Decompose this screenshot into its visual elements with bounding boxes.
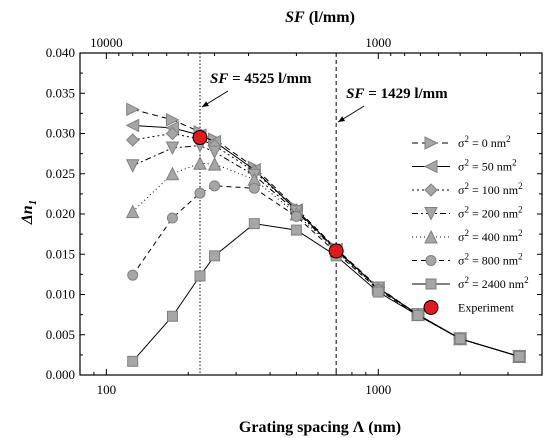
series-7-point (127, 355, 139, 367)
series-6-point (127, 269, 139, 281)
vline-arrowhead-2 (338, 116, 346, 122)
series-5-point (125, 204, 140, 219)
legend-marker-2 (423, 159, 438, 174)
series-7-point (290, 224, 302, 236)
series-7-point (412, 309, 424, 321)
legend-label-3: σ2 = 100 nm2 (458, 181, 523, 197)
y-tick-label: 0.035 (46, 85, 75, 100)
x-axis-title: Grating spacing Λ (nm) (239, 419, 401, 436)
series-7-point (209, 250, 221, 262)
top-axis-title-unit: (l/mm) (309, 9, 355, 26)
svg-text:Δn1: Δn1 (19, 200, 39, 225)
series-6-point (166, 212, 178, 224)
legend: σ2 = 0 nm2 σ2 = 50 nm2 σ2 = 100 nm2 σ2 = 20… (412, 134, 529, 315)
y-axis-title: Δn1 (19, 200, 39, 225)
x-axis-title-unit: (nm) (368, 419, 401, 436)
y-tick-label: 0.005 (46, 327, 75, 342)
legend-marker-1 (424, 136, 439, 150)
y-axis-title-sub: 1 (27, 200, 39, 206)
series-7-point (166, 310, 178, 322)
legend-label-experiment: Experiment (458, 301, 515, 315)
annotations: SF = 4525 l/mm SF = 1429 l/mm (201, 71, 448, 123)
y-tick-label: 0.025 (46, 166, 75, 181)
experiment-point (192, 130, 208, 146)
vline-label-1: SF = 4525 l/mm (210, 71, 312, 87)
series-7-point (454, 333, 466, 345)
series-5-point (193, 156, 207, 170)
series-1-point (126, 102, 140, 117)
legend-marker-7 (425, 278, 437, 290)
series-6-point (290, 210, 302, 222)
experiment-point (328, 243, 344, 259)
x-tick-label: 100 (97, 382, 117, 397)
top-axis-title: SF (l/mm) (285, 9, 355, 26)
series-4-point (207, 145, 222, 160)
series-2-point (125, 118, 140, 133)
series-line-4 (132, 145, 520, 357)
series-6-point (194, 187, 206, 199)
legend-label-7: σ2 = 2400 nm2 (458, 275, 529, 291)
series-3-point (125, 133, 140, 147)
legend-marker-3 (424, 183, 438, 197)
x-axis-title-sym: Λ (353, 419, 365, 436)
y-tick-label: 0.015 (46, 246, 75, 261)
series-layer (125, 102, 527, 367)
legend-label-1: σ2 = 0 nm2 (458, 134, 511, 150)
series-7-point (194, 270, 206, 282)
series-1-point (165, 113, 180, 127)
x-tick-label: 1000 (365, 382, 391, 397)
series-3-point (165, 126, 180, 141)
series-5-point (165, 166, 180, 181)
x-axis-title-var: Grating spacing (239, 419, 349, 436)
series-6-point (248, 182, 260, 194)
y-tick-label: 0.040 (46, 45, 75, 60)
vline-arrowhead-1 (202, 101, 209, 107)
series-5-point (207, 156, 222, 171)
series-4-point (125, 159, 140, 173)
series-4-point (165, 141, 180, 156)
x2-tick-label: 10000 (90, 35, 123, 50)
x2-tick-label: 1000 (365, 35, 391, 50)
top-axis-title-var: SF (285, 9, 305, 26)
y-tick-label: 0.010 (46, 287, 75, 302)
series-line-6 (132, 185, 520, 357)
legend-marker-6 (425, 255, 437, 266)
legend-marker-experiment (423, 300, 439, 315)
legend-label-5: σ2 = 400 nm2 (458, 228, 523, 244)
y-tick-label: 0.020 (46, 206, 75, 221)
legend-marker-5 (424, 229, 438, 244)
legend-label-6: σ2 = 800 nm2 (458, 252, 523, 268)
series-7 (127, 218, 525, 367)
legend-label-2: σ2 = 50 nm2 (458, 158, 517, 174)
legend-label-4: σ2 = 200 nm2 (458, 205, 523, 221)
vertical-reference-lines (199, 53, 337, 375)
vline-label-2: SF = 1429 l/mm (346, 86, 448, 102)
series-7-point (372, 286, 384, 298)
series-7-point (513, 350, 525, 362)
y-tick-label: 0.030 (46, 126, 75, 141)
y-axis-title-var: Δn (19, 205, 36, 225)
axes: 0.000 0.005 0.010 0.015 0.020 0.025 0.030 0.035… (46, 35, 543, 397)
series-7-point (248, 218, 260, 230)
series-6-point (209, 180, 221, 192)
y-tick-label: 0.000 (46, 367, 75, 382)
legend-marker-4 (424, 207, 438, 221)
